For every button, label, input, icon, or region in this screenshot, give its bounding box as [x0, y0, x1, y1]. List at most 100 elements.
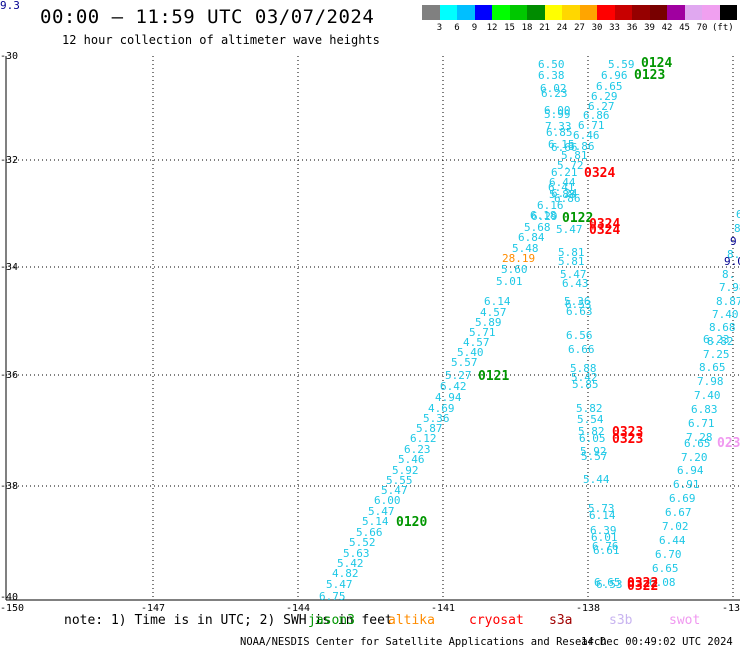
colorbar-swatch [474, 5, 492, 20]
wave-height-value: 6.75 [319, 590, 346, 603]
colorbar-label: 39 [644, 23, 655, 33]
colorbar-swatch [684, 5, 702, 20]
wave-height-value: 5.27 [445, 369, 472, 382]
wave-height-value: 5.88 [549, 188, 576, 201]
longitude-label: -150 [0, 603, 25, 614]
satellite-legend-item: altika [388, 613, 435, 628]
wave-height-value: 8.82 [707, 335, 734, 348]
wave-height-value: 6.53 [596, 578, 623, 591]
wave-height-value: 9.0 [724, 255, 740, 268]
wave-height-value: 5.47 [381, 484, 408, 497]
wave-height-value: 5.71 [469, 326, 496, 339]
colorbar-swatch [492, 5, 510, 20]
wave-height-value: 6.61 [593, 544, 620, 557]
wave-height-value: 8 [734, 222, 740, 235]
satellite-legend-item: s3a [549, 613, 573, 628]
wave-height-value: 5.40 [457, 346, 484, 359]
wave-height-value: 6.50 [538, 58, 565, 71]
wave-height-value: 5.47 [560, 268, 587, 281]
colorbar-label: 42 [661, 23, 673, 33]
wave-height-value: 5.52 [349, 536, 376, 549]
wave-height-value: 7.98 [719, 281, 740, 294]
wave-height-value: 7.40 [694, 389, 721, 402]
wave-height-value: 6.41 [548, 181, 575, 194]
wave-height-value: 6.27 [588, 100, 615, 113]
wave-height-value: 7.98 [697, 375, 724, 388]
wave-height-value: 6.71 [688, 417, 715, 430]
satellite-legend-item: cryosat [469, 613, 524, 628]
colorbar-swatch [702, 5, 720, 20]
wave-height-value: 6.16 [537, 199, 564, 212]
wave-height-value: 6.53 [565, 298, 592, 311]
wave-height-value: 6.85 [546, 126, 573, 139]
wave-height-value: 8.87 [716, 295, 740, 308]
wave-height-value: 5.63 [343, 547, 370, 560]
wave-height-value: 5.68 [524, 221, 551, 234]
wave-height-value: 6.43 [562, 277, 589, 290]
wave-height-value: 5.81 [561, 149, 588, 162]
orbit-pass-label: 0322 [627, 579, 659, 594]
wave-height-value: 6.67 [665, 506, 692, 519]
wave-height-value: 5.14 [362, 515, 389, 528]
longitude-label: -138 [576, 603, 601, 614]
colorbar-swatch [562, 5, 580, 20]
colorbar-swatch [422, 5, 440, 20]
wave-height-value: 7.25 [703, 348, 730, 361]
wave-height-value: 5.36 [423, 412, 450, 425]
colorbar-label: 15 [504, 23, 515, 33]
wave-height-value: 5.54 [577, 413, 604, 426]
wave-height-value: 8.68 [709, 321, 736, 334]
wave-height-value: 6.08 [649, 576, 676, 589]
colorbar-label: 27 [574, 23, 585, 33]
colorbar-swatch [579, 5, 597, 20]
wave-height-value: 5.60 [501, 263, 528, 276]
colorbar-swatch [649, 5, 667, 20]
wave-height-value: 6.12 [410, 432, 437, 445]
latitude-label: -40 [0, 592, 19, 603]
wave-height-value: 6.38 [538, 69, 565, 82]
colorbar-label: 36 [626, 23, 638, 33]
generated-timestamp: 14 Dec 00:49:02 UTC 2024 [581, 636, 733, 648]
wave-height-value: 6.23 [703, 333, 730, 346]
colorbar-swatch [457, 5, 475, 20]
colorbar-swatch [614, 5, 632, 20]
wave-height-value: 8. [722, 268, 736, 281]
wave-height-value: 5.47 [326, 578, 353, 591]
colorbar-label: 18 [521, 23, 533, 33]
colorbar-swatch [667, 5, 685, 20]
wave-height-value: 6.02 [540, 82, 567, 95]
colorbar-label: 21 [539, 23, 550, 33]
wave-height-value: 6.94 [677, 464, 704, 477]
colorbar-swatch [544, 5, 562, 20]
wave-height-value: 7.40 [712, 308, 739, 321]
satellite-legend-item: s3b [609, 613, 633, 628]
wave-height-value: 6.71 [578, 119, 605, 132]
credit-text: NOAA/NESDIS Center for Satellite Applica… [240, 636, 607, 648]
wave-height-value: 6.56 [566, 329, 593, 342]
orbit-pass-label: 0324 [589, 217, 621, 232]
orbit-pass-label: 0323 [612, 425, 644, 440]
colorbar-label: 24 [556, 23, 568, 33]
wave-height-value: 6.86 [568, 140, 595, 153]
longitude-label: -144 [286, 603, 311, 614]
colorbar-label: 3 [436, 23, 443, 33]
wave-height-value: 6.14 [589, 509, 616, 522]
longitude-label: -13 [722, 603, 740, 614]
wave-height-value: 6.21 [551, 166, 578, 179]
wave-height-value: 6.84 [518, 231, 545, 244]
wave-height-value: 6.29 [591, 90, 618, 103]
orbit-pass-label: 023 [717, 436, 740, 451]
wave-height-value: 5.01 [496, 275, 523, 288]
wave-height-value: 5.81 [558, 255, 585, 268]
wave-height-value: 5.42 [337, 557, 364, 570]
wave-height-value: 6.66 [551, 141, 578, 154]
wave-height-value: 5.81 [558, 246, 585, 259]
wave-height-value: 8.65 [699, 361, 726, 374]
wave-height-value: 6.14 [484, 295, 511, 308]
wave-height-value: 6.42 [440, 380, 467, 393]
wave-height-value: 6.01 [591, 531, 618, 544]
wave-height-value: 6.86 [583, 109, 610, 122]
orbit-pass-label: 0123 [634, 68, 666, 83]
wave-height-value: 5.59 [608, 58, 635, 71]
wave-height-value: 5.85 [572, 378, 599, 391]
